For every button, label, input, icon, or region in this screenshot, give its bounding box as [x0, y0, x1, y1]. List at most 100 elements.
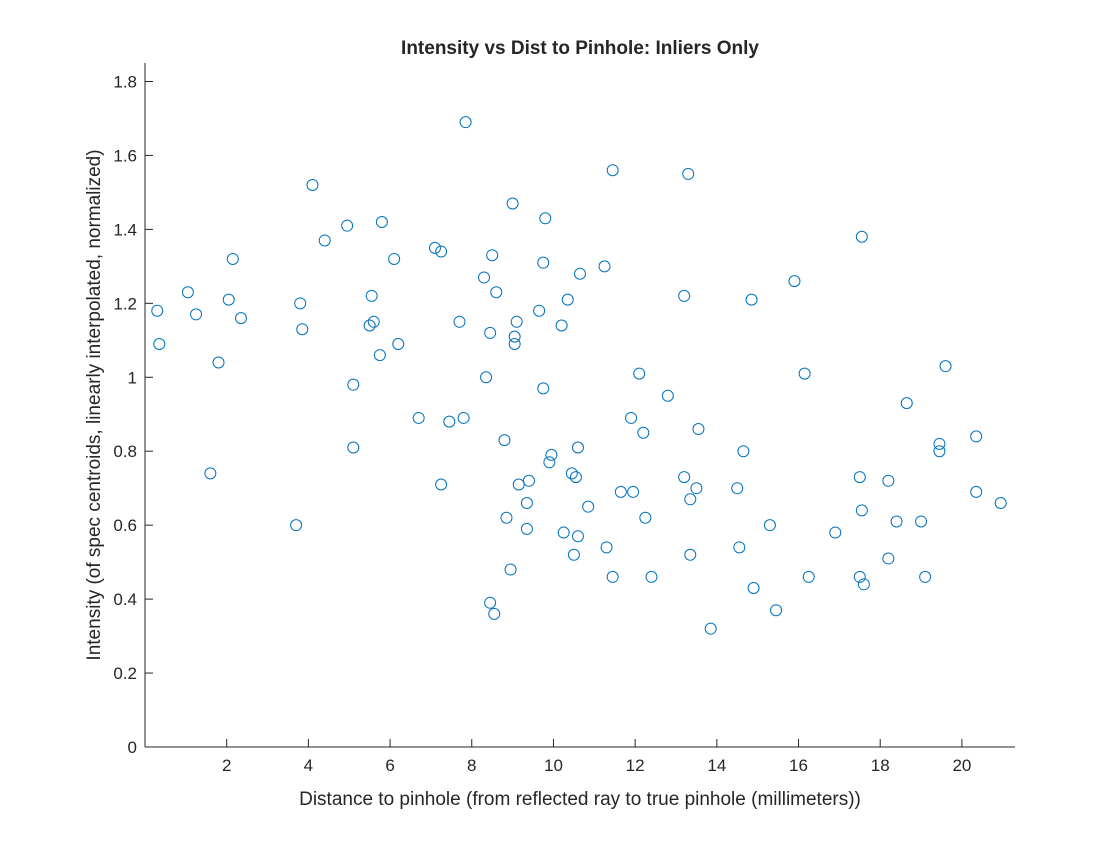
data-point [763, 519, 776, 532]
y-tick-label: 1.4 [113, 220, 137, 239]
data-point [181, 286, 194, 299]
x-tick-label: 14 [707, 756, 726, 775]
data-point [204, 467, 217, 480]
data-point [373, 349, 386, 362]
plot-area: 2 4 6 8 10 12 14 16 18 20 0 0.2 0.4 0.6 0.8 1 1.2 1.4 1.6… [113, 63, 1015, 775]
data-point [367, 315, 380, 328]
data-point [565, 467, 578, 480]
data-point [788, 275, 801, 288]
y-tick-label: 1.8 [113, 72, 137, 91]
data-point [537, 256, 550, 269]
x-tick-label: 4 [304, 756, 313, 775]
x-tick-label: 20 [952, 756, 971, 775]
data-point [484, 596, 497, 609]
data-point [645, 570, 658, 583]
data-point [545, 448, 558, 461]
y-tick-label: 0.8 [113, 442, 137, 461]
data-point [520, 496, 533, 509]
y-axis-label: Intensity (of spec centroids, linearly i… [84, 149, 105, 660]
data-point [571, 530, 584, 543]
data-point [506, 197, 519, 210]
chart-title: Intensity vs Dist to Pinhole: Inliers On… [401, 38, 759, 59]
x-tick-label: 16 [789, 756, 808, 775]
data-point [900, 397, 913, 410]
data-point [690, 482, 703, 495]
data-point [318, 234, 331, 247]
data-point [212, 356, 225, 369]
data-point [745, 293, 758, 306]
data-point [614, 485, 627, 498]
y-ticks: 0 0.2 0.4 0.6 0.8 1 1.2 1.4 1.6 1.8 [113, 72, 153, 757]
data-point [510, 315, 523, 328]
data-point [598, 260, 611, 273]
x-tick-label: 18 [871, 756, 890, 775]
y-tick-label: 0.4 [113, 590, 137, 609]
data-point [498, 434, 511, 447]
data-point [606, 570, 619, 583]
data-point [543, 456, 556, 469]
data-point [490, 286, 503, 299]
data-point [520, 522, 533, 535]
data-point [429, 241, 441, 254]
data-point [539, 212, 552, 225]
x-tick-label: 12 [626, 756, 645, 775]
data-point [567, 548, 580, 561]
data-point [939, 360, 952, 373]
data-point [970, 430, 983, 443]
data-point [484, 326, 497, 339]
data-point [537, 382, 550, 395]
data-point [375, 215, 388, 228]
data-point [443, 415, 456, 428]
y-tick-label: 0 [128, 738, 137, 757]
x-ticks: 2 4 6 8 10 12 14 16 18 20 [222, 739, 971, 775]
data-point [571, 441, 584, 454]
data-point [504, 563, 517, 576]
data-point [486, 249, 499, 262]
data-point [915, 515, 928, 528]
data-point [682, 167, 695, 180]
y-tick-label: 1 [128, 368, 137, 387]
data-point [480, 371, 493, 384]
data-point [731, 482, 744, 495]
data-point [770, 604, 783, 617]
data-point [153, 337, 166, 350]
data-point [574, 267, 586, 280]
data-point [829, 526, 842, 539]
data-point [500, 511, 513, 524]
data-point [478, 271, 491, 284]
data-point [882, 552, 895, 565]
data-point [919, 570, 932, 583]
data-point [606, 164, 619, 177]
data-point [798, 367, 811, 380]
data-point [933, 437, 946, 450]
data-point [365, 289, 378, 302]
data-point [151, 304, 164, 317]
data-point [388, 252, 401, 265]
data-point [435, 478, 448, 491]
data-point [737, 445, 750, 458]
data-point [555, 319, 568, 332]
data-point [857, 578, 870, 591]
data-point [234, 312, 247, 325]
data-point [678, 471, 691, 484]
data-point [435, 245, 448, 258]
data-point [970, 485, 983, 498]
data-point [625, 411, 638, 424]
data-point [853, 471, 866, 484]
data-point [633, 367, 646, 380]
data-point [882, 474, 895, 487]
x-tick-label: 6 [385, 756, 394, 775]
data-point [533, 304, 546, 317]
data-point [363, 319, 376, 332]
data-point [994, 496, 1007, 509]
data-point [290, 519, 303, 532]
data-point [582, 500, 595, 513]
data-point [684, 493, 697, 506]
data-point [296, 323, 309, 336]
data-point [692, 423, 705, 436]
data-point [661, 389, 674, 402]
y-tick-label: 1.6 [113, 146, 137, 165]
data-point [557, 526, 570, 539]
